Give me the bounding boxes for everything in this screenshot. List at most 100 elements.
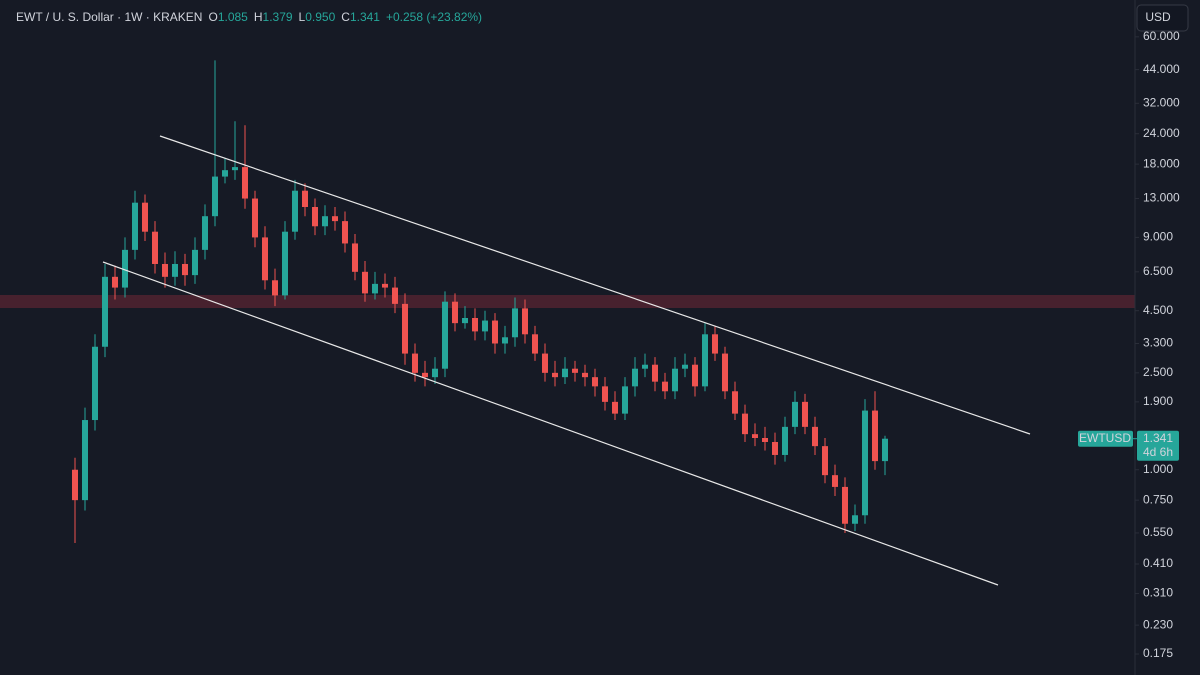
candle-body [342,221,348,244]
y-tick-label: 1.900 [1143,394,1173,408]
y-tick-label: 2.500 [1143,365,1173,379]
legend-key: O [208,10,217,24]
y-tick-label: 60.000 [1143,29,1180,43]
legend: EWT / U. S. Dollar · 1W · KRAKEN O1.085 H1… [16,10,482,24]
candle-body [732,391,738,414]
y-tick-label: 4.500 [1143,303,1173,317]
candle-body [132,202,138,250]
candle-body [472,317,478,332]
candle-body [782,426,788,455]
candle-body [482,320,488,332]
candle-body [802,401,808,427]
y-tick-label: 1.000 [1143,462,1173,476]
candle-body [382,283,388,288]
y-tick-label: 0.750 [1143,492,1173,506]
candle-body [462,317,468,324]
candle-body [712,334,718,354]
candle-body [522,308,528,335]
currency-button[interactable] [1136,4,1189,32]
candle-body [662,381,668,392]
candle-body [192,249,198,276]
candle-body [742,413,748,435]
candle-body [792,401,798,427]
candle-body [202,216,208,250]
candle-body [682,364,688,369]
candle-body [702,334,708,387]
legend-key: C [341,10,350,24]
candle-body [282,231,288,296]
candle-body [82,420,88,501]
candle-body [372,283,378,294]
y-tick-label: 0.175 [1143,646,1173,660]
candle-body [832,475,838,487]
candle-body [212,176,218,217]
candle-body [92,346,98,421]
y-tick-label: 44.000 [1143,62,1180,76]
candle-body [332,216,338,222]
candle-body [352,243,358,272]
candle-body [772,441,778,455]
y-tick-label: 0.310 [1143,586,1173,600]
candle-body [122,249,128,288]
currency-label: USD [1145,10,1171,24]
y-tick-label: 18.000 [1143,156,1180,170]
candle-body [622,386,628,414]
legend-value: 0.950 [305,10,335,24]
candle-body [172,263,178,277]
candle-body [592,377,598,387]
y-tick-label: 0.550 [1143,525,1173,539]
candle-body [142,202,148,232]
candle-body [232,167,238,171]
candle-body [882,438,888,462]
candle-body [362,271,368,294]
candle-body [292,190,298,232]
candle-body [752,434,758,438]
candle-body [222,170,228,177]
ticker-label: EWTUSD [1079,431,1131,445]
candle-body [422,372,428,378]
candle-body [242,167,248,199]
candle-body [532,334,538,354]
candle-body [642,364,648,369]
candle-body [322,216,328,227]
candle-body [672,368,678,392]
candle-body [612,401,618,414]
candle-body [452,301,458,324]
candle-body [632,368,638,387]
candle-body [852,515,858,524]
candle-body [652,364,658,382]
legend-value: 1.085 [218,10,248,24]
candle-body [432,368,438,378]
candle-body [442,301,448,369]
candle-body [402,303,408,354]
y-tick-label: 3.300 [1143,336,1173,350]
countdown: 4d 6h [1143,445,1173,459]
candle-body [312,206,318,227]
candle-body [492,320,498,344]
legend-key: L [299,10,306,24]
resistance-zone [0,295,1135,308]
y-tick-label: 0.410 [1143,556,1173,570]
ticker-box [1078,430,1133,447]
candle-body [692,364,698,387]
candle-body [862,410,868,516]
trend-line-lower [102,261,999,586]
candle-body [502,337,508,344]
legend-value: 1.379 [263,10,293,24]
candle-body [822,446,828,476]
candle-body [272,280,278,296]
candle-body [872,410,878,462]
candle-body [152,231,158,264]
legend-change: +0.258 (+23.82%) [386,10,482,24]
candle-body [262,237,268,281]
y-tick-label: 6.500 [1143,264,1173,278]
candle-body [552,372,558,378]
candle-body [572,368,578,373]
candle-body [722,353,728,392]
candle-body [582,372,588,378]
y-tick-label: 24.000 [1143,126,1180,140]
y-tick-label: 32.000 [1143,95,1180,109]
candle-body [112,276,118,288]
